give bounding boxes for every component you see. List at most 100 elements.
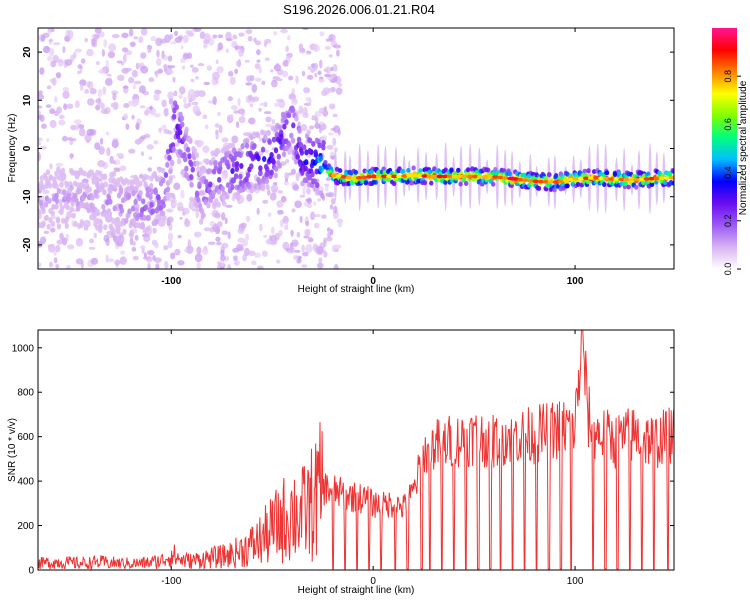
spectrogram-ridge-cell <box>59 205 65 212</box>
spectrogram-noise-cell <box>112 92 117 101</box>
spectrogram-noise-cell <box>304 243 313 253</box>
spectrogram-noise-cell <box>48 38 54 43</box>
spectrogram-noise-cell <box>335 87 343 95</box>
spectrogram-ridge-cell <box>270 157 275 164</box>
spectrogram-noise-cell <box>138 36 144 44</box>
spectrogram-ridge-cell <box>238 173 243 180</box>
spectrogram-ridge-core <box>345 175 353 180</box>
spectrogram-ridge-core <box>668 176 674 180</box>
spectrogram-noise-cell <box>242 253 247 262</box>
spectrogram-noise-cell <box>225 48 229 54</box>
spectrogram-noise-cell <box>167 91 174 100</box>
spectrogram-noise-cell <box>50 227 56 233</box>
spectrogram-noise-cell <box>237 200 242 205</box>
spectrogram-noise-cell <box>90 257 99 265</box>
spectrogram-noise-cell <box>77 70 82 75</box>
spectrogram-noise-cell <box>67 29 74 39</box>
spectrogram-ridge-cell <box>265 184 270 191</box>
spectrogram-noise-cell <box>48 261 53 268</box>
spectrogram-noise-cell <box>300 124 308 132</box>
spectrogram-ridge-cell <box>337 168 343 174</box>
spectrogram-noise-cell <box>295 75 299 85</box>
spectrogram-noise-cell <box>296 231 301 238</box>
spectrogram-ridge-core <box>572 177 580 181</box>
spectrogram-noise-cell <box>263 41 267 48</box>
spectrogram-ridge-cell <box>206 202 211 209</box>
spectrogram-noise-cell <box>86 81 92 88</box>
spectrogram-noise-cell <box>66 103 74 110</box>
snr-y-ticks: 0 200 400 600 800 1000 <box>12 343 674 577</box>
spectrogram-noise-cell <box>87 98 95 106</box>
spectrogram-ridge-cell <box>264 178 270 185</box>
spectrogram-ridge-cell <box>69 184 74 191</box>
spectrogram-noise-cell <box>325 177 331 182</box>
spectrogram-noise-cell <box>65 264 71 269</box>
spectrogram-ridge-core <box>577 176 585 181</box>
spectrogram-ridge-cell <box>163 195 168 202</box>
spectrogram-ridge-core <box>416 173 423 178</box>
spectrogram-ridge-cell <box>210 150 215 157</box>
spectrogram-noise-cell <box>284 172 289 180</box>
spectrogram-noise-cell <box>217 42 224 51</box>
spectrogram-ridge-cell <box>162 215 167 222</box>
spectrogram-ridge-cell <box>171 146 176 153</box>
spectrogram-ridge-cell <box>75 188 80 195</box>
spectrogram-noise-cell <box>61 237 68 246</box>
spectrogram-noise-cell <box>195 76 199 80</box>
spectrogram-ridge-cell <box>260 146 266 153</box>
spectrogram-ridge-cell <box>258 165 263 172</box>
spectrogram-ridge-cell <box>260 182 266 189</box>
spectrogram-noise-cell <box>188 88 196 98</box>
spectrogram-ridge-cell <box>216 188 222 195</box>
spectrogram-noise-cell <box>131 246 137 252</box>
spectrogram-ridge-cell <box>154 175 160 182</box>
spectrogram-noise-cell <box>265 123 273 128</box>
spectrogram-noise-cell <box>154 242 159 249</box>
spectrogram-ridge-cell <box>245 171 251 178</box>
spectrogram-noise-cell <box>71 137 77 142</box>
spectrogram-noise-cell <box>333 205 338 214</box>
spectrogram-ridge-cell <box>102 189 107 196</box>
spectrogram-noise-cell <box>203 33 211 43</box>
spectrogram-noise-cell <box>259 102 267 107</box>
spectrogram-noise-cell <box>140 28 148 36</box>
spectrogram-noise-cell <box>111 33 120 39</box>
spectrogram-ridge-cell <box>194 202 199 209</box>
spectrogram-noise-cell <box>47 28 52 35</box>
spectrogram-noise-cell <box>321 135 327 141</box>
spectrogram-ridge-cell <box>71 212 76 219</box>
spectrogram-ridge-cell <box>458 181 463 187</box>
spectrogram-ridge-core <box>370 174 378 179</box>
spectrogram-noise-cell <box>183 96 187 104</box>
spectrogram-ridge-cell <box>54 203 59 210</box>
spectrogram-noise-cell <box>262 199 269 204</box>
spectrogram-ridge-cell <box>296 136 302 143</box>
spectrogram-noise-cell <box>275 98 284 103</box>
spectrogram-noise-cell <box>91 38 96 47</box>
spectrogram-noise-cell <box>238 32 245 37</box>
spectrogram-noise-cell <box>215 131 219 140</box>
colorbar-tick-label: 0.2 <box>723 215 733 228</box>
spectrogram-ridge-cell <box>73 221 78 228</box>
spectrogram-marks <box>38 28 674 269</box>
spectrogram-noise-cell <box>221 242 229 249</box>
spectrogram-noise-cell <box>247 36 253 42</box>
spectrogram-noise-cell <box>263 111 272 115</box>
spectrogram-noise-cell <box>306 74 314 80</box>
spectrogram-y-tick-label: 0 <box>22 145 33 151</box>
spectrogram-noise-cell <box>194 253 203 263</box>
spectrogram-noise-cell <box>312 243 319 252</box>
spectrogram-noise-cell <box>323 106 328 112</box>
spectrogram-noise-cell <box>326 236 333 242</box>
spectrogram-noise-cell <box>332 137 337 147</box>
spectrogram-ridge-cell <box>310 171 315 178</box>
spectrogram-ridge-cell <box>146 214 151 221</box>
spectrogram-ridge-cell <box>122 228 127 235</box>
spectrogram-ridge-cell <box>142 214 147 221</box>
spectrogram-ridge-core <box>391 174 398 179</box>
spectrogram-ridge-cell <box>245 137 250 144</box>
spectrogram-ridge-core <box>648 176 655 181</box>
spectrogram-noise-cell <box>147 49 152 53</box>
spectrogram-noise-cell <box>184 248 189 253</box>
